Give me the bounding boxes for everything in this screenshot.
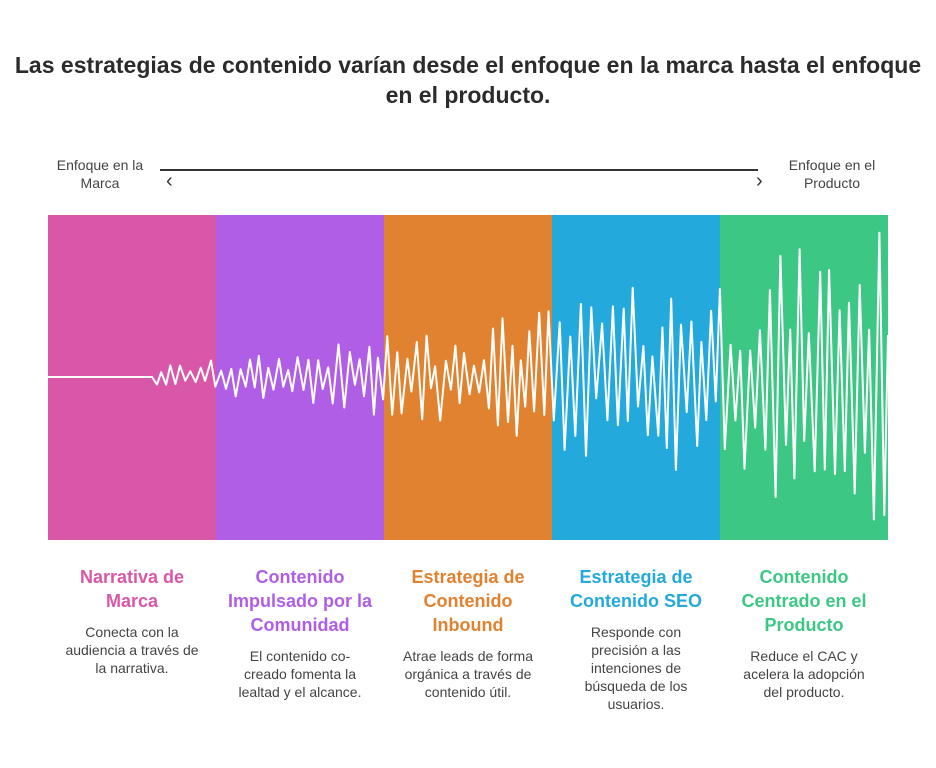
column-seo: Estrategia de Contenido SEO Responde con… (552, 565, 720, 713)
column-description: Responde con precisión a las intenciones… (584, 624, 688, 712)
column-comunidad: Contenido Impulsado por la Comunidad El … (216, 565, 384, 701)
column-inbound: Estrategia de Contenido Inbound Atrae le… (384, 565, 552, 701)
column-title: Estrategia de Contenido SEO (570, 567, 702, 611)
column-producto: Contenido Centrado en el Producto Reduce… (720, 565, 888, 701)
column-description: Atrae leads de forma orgánica a través d… (403, 648, 533, 700)
page-title: Las estrategias de contenido varían desd… (14, 52, 922, 108)
column-narrativa: Narrativa de Marca Conecta con la audien… (48, 565, 216, 677)
column-description: Conecta con la audiencia a través de la … (65, 624, 199, 676)
axis-right-label: Enfoque en el Producto (788, 157, 876, 191)
column-title: Contenido Centrado en el Producto (741, 567, 867, 635)
column-description: El contenido co-creado fomenta la lealta… (238, 648, 362, 700)
column-description: Reduce el CAC y acelera la adopción del … (743, 648, 865, 700)
column-title: Narrativa de Marca (79, 567, 185, 611)
spectrum-axis-line (160, 169, 758, 171)
waveform-graphic (48, 231, 888, 521)
column-title: Estrategia de Contenido Inbound (411, 567, 525, 635)
chevron-right-icon: › (756, 170, 763, 192)
column-title: Contenido Impulsado por la Comunidad (227, 567, 373, 635)
axis-left-label: Enfoque en la Marca (56, 157, 144, 191)
waveform-line (48, 231, 888, 521)
chevron-left-icon: ‹ (166, 170, 173, 192)
